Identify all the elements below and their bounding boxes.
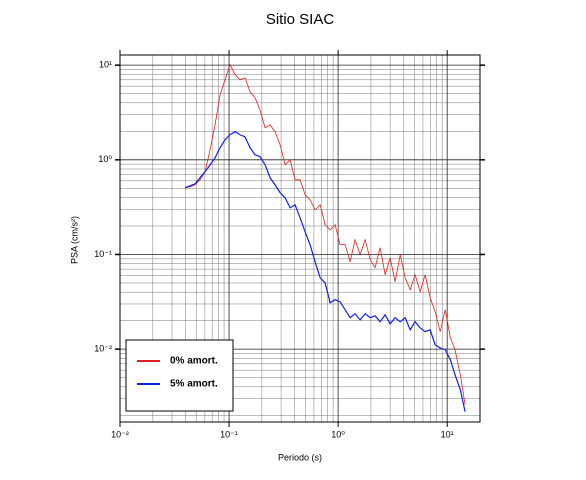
legend: 0% amort. 5% amort. [125,339,234,412]
y-tick-label: 10¹ [99,60,112,70]
y-tick-label: 10⁻² [94,344,112,354]
legend-label: 5% amort. [170,379,218,390]
x-axis-label: Periodo (s) [278,452,322,462]
x-tick-label: 10⁻² [111,429,129,439]
series-line [184,131,466,412]
x-tick-label: 10⁻¹ [220,429,238,439]
legend-label: 0% amort. [170,356,218,367]
legend-box [125,339,234,412]
y-axis-label: PSA (cm/s²) [69,216,79,264]
x-tick-label: 10¹ [441,429,454,439]
chart-title: Sitio SIAC [266,11,335,28]
y-tick-label: 10⁰ [98,154,112,164]
y-tick-label: 10⁻¹ [94,249,112,259]
series-line [184,63,466,405]
plot-frame [119,54,481,423]
x-tick-label: 10⁰ [331,429,345,439]
